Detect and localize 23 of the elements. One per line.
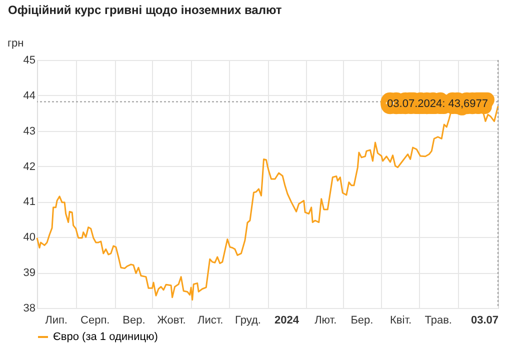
- y-tick-label: 44: [23, 90, 36, 102]
- y-tick-label: 38: [23, 302, 36, 314]
- x-tick-label: Жовт.: [157, 314, 186, 326]
- y-tick-label: 40: [23, 232, 36, 244]
- x-tick-label: 03.07: [470, 314, 498, 326]
- y-tick-label: 39: [23, 267, 36, 280]
- x-tick-label: Лист.: [198, 314, 224, 326]
- y-tick-label: 41: [23, 196, 36, 208]
- x-tick-label: Квіт.: [390, 314, 412, 326]
- chart-title: Офіційний курс гривні щодо іноземних валют: [8, 3, 282, 17]
- y-tick-label: 42: [23, 160, 36, 173]
- y-axis-title: грн: [8, 38, 24, 50]
- x-tick-label: Бер.: [350, 314, 374, 326]
- x-tick-label: Трав.: [424, 314, 452, 326]
- x-tick-label: Лип.: [45, 314, 68, 326]
- x-tick-label: Вер.: [122, 314, 146, 326]
- x-tick-label: Серп.: [80, 314, 110, 326]
- x-tick-label: 2024: [274, 314, 300, 326]
- x-tick-label: Груд.: [234, 314, 261, 326]
- y-tick-label: 45: [23, 54, 36, 66]
- x-tick-label: Лют.: [314, 314, 337, 326]
- y-tick-label: 43: [23, 125, 36, 138]
- legend-label: Євро (за 1 одиницю): [53, 331, 158, 343]
